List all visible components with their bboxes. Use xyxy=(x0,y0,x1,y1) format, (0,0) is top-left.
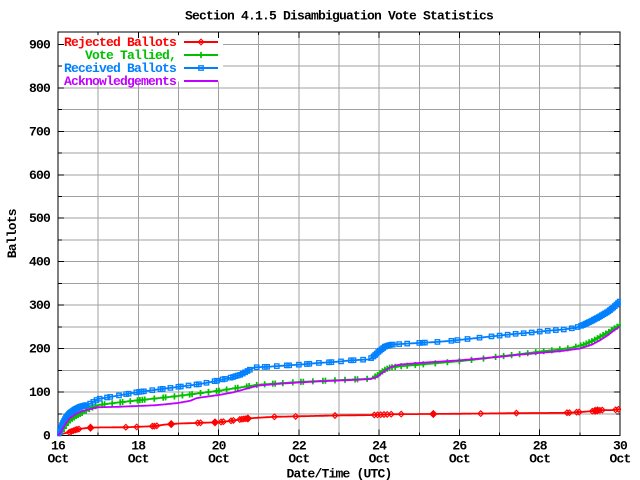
svg-text:28: 28 xyxy=(533,439,548,454)
svg-text:26: 26 xyxy=(452,439,467,454)
svg-text:0: 0 xyxy=(43,429,51,444)
svg-text:Oct: Oct xyxy=(449,452,470,467)
svg-text:Rejected Ballots: Rejected Ballots xyxy=(64,35,177,50)
svg-text:600: 600 xyxy=(29,168,51,183)
svg-text:700: 700 xyxy=(29,124,51,139)
svg-text:18: 18 xyxy=(131,439,146,454)
svg-text:Vote Tallied,: Vote Tallied, xyxy=(85,48,176,63)
svg-text:Acknowledgements: Acknowledgements xyxy=(64,74,177,89)
svg-text:16: 16 xyxy=(51,439,66,454)
svg-text:800: 800 xyxy=(29,81,51,96)
svg-text:Ballots: Ballots xyxy=(5,208,20,258)
svg-text:Oct: Oct xyxy=(128,452,149,467)
svg-text:500: 500 xyxy=(29,211,51,226)
svg-text:200: 200 xyxy=(29,342,51,357)
svg-text:Oct: Oct xyxy=(369,452,390,467)
svg-text:30: 30 xyxy=(613,439,628,454)
svg-text:22: 22 xyxy=(292,439,307,454)
svg-text:24: 24 xyxy=(372,439,387,454)
svg-text:Oct: Oct xyxy=(47,452,68,467)
svg-text:Oct: Oct xyxy=(609,452,630,467)
svg-text:Received Ballots: Received Ballots xyxy=(64,61,177,76)
svg-text:Oct: Oct xyxy=(529,452,550,467)
svg-text:Oct: Oct xyxy=(208,452,229,467)
svg-text:300: 300 xyxy=(29,298,51,313)
svg-text:100: 100 xyxy=(29,385,51,400)
svg-text:400: 400 xyxy=(29,255,51,270)
svg-text:20: 20 xyxy=(212,439,227,454)
svg-text:Oct: Oct xyxy=(288,452,309,467)
svg-text:Section 4.1.5 Disambiguation V: Section 4.1.5 Disambiguation Vote Statis… xyxy=(185,9,494,24)
svg-text:900: 900 xyxy=(29,37,51,52)
svg-text:Date/Time (UTC): Date/Time (UTC) xyxy=(286,467,391,480)
